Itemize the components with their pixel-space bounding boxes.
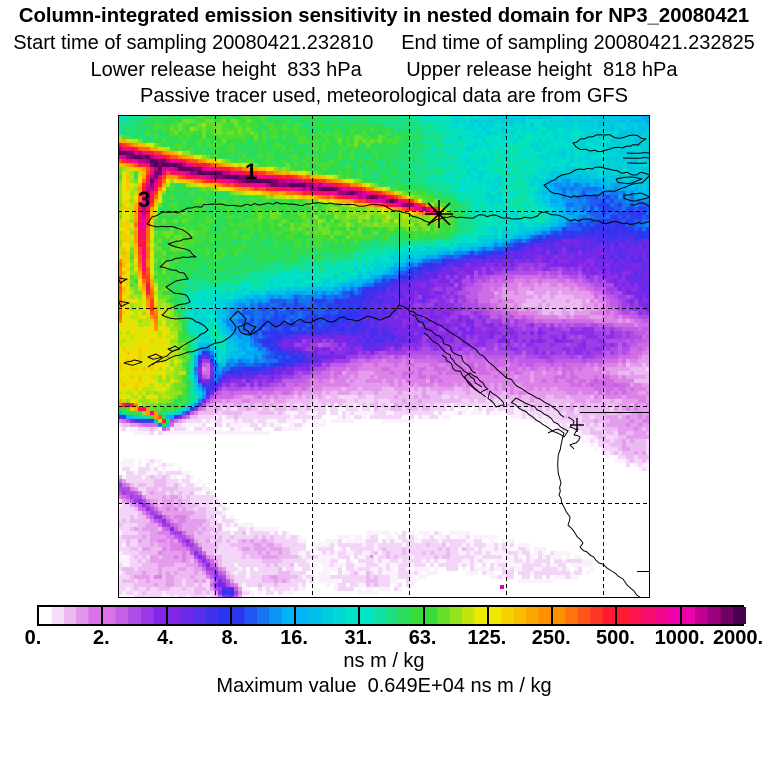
svg-text:1: 1 <box>245 159 257 184</box>
svg-text:3: 3 <box>138 187 150 212</box>
